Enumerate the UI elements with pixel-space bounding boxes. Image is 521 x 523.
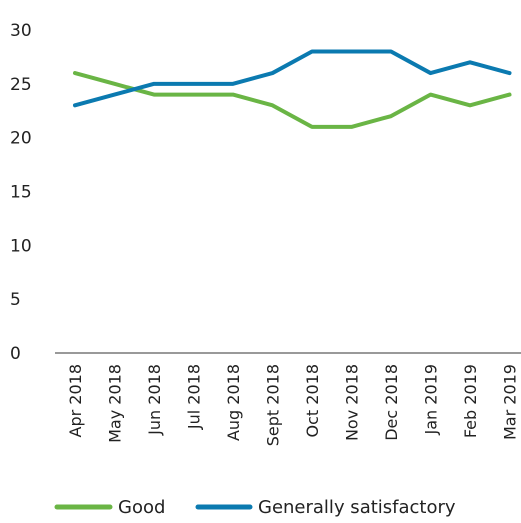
legend-label: Good — [118, 497, 165, 518]
x-tick-label: Dec 2018 — [382, 364, 401, 441]
x-tick-label: May 2018 — [106, 364, 125, 443]
y-axis-ticks: 0 5 10 15 20 25 30 — [10, 21, 32, 364]
y-tick-label: 5 — [10, 290, 21, 310]
x-tick-label: Sept 2018 — [264, 364, 283, 446]
x-tick-label: Apr 2018 — [66, 364, 85, 437]
x-tick-label: Jan 2019 — [422, 364, 441, 435]
legend: Good Generally satisfactory — [54, 497, 456, 518]
series-line — [73, 71, 512, 129]
x-tick-label: Jul 2018 — [185, 364, 204, 430]
legend-label: Generally satisfactory — [258, 497, 456, 518]
y-tick-label: 10 — [10, 236, 32, 256]
y-tick-label: 20 — [10, 129, 32, 149]
y-tick-label: 0 — [10, 344, 21, 364]
x-tick-label: Nov 2018 — [343, 364, 362, 441]
y-tick-label: 25 — [10, 75, 32, 95]
x-tick-label: Oct 2018 — [303, 364, 322, 437]
x-tick-label: Aug 2018 — [224, 364, 243, 441]
x-axis-ticks: Apr 2018 May 2018 Jun 2018 Jul 2018 Aug 2018… — [66, 364, 520, 446]
y-tick-label: 30 — [10, 21, 32, 41]
series-line — [73, 49, 512, 108]
x-tick-label: Jun 2018 — [145, 364, 164, 436]
x-tick-label: Feb 2019 — [461, 364, 480, 438]
x-tick-label: Mar 2019 — [501, 364, 520, 440]
series-lines — [73, 49, 512, 129]
y-tick-label: 15 — [10, 183, 32, 203]
